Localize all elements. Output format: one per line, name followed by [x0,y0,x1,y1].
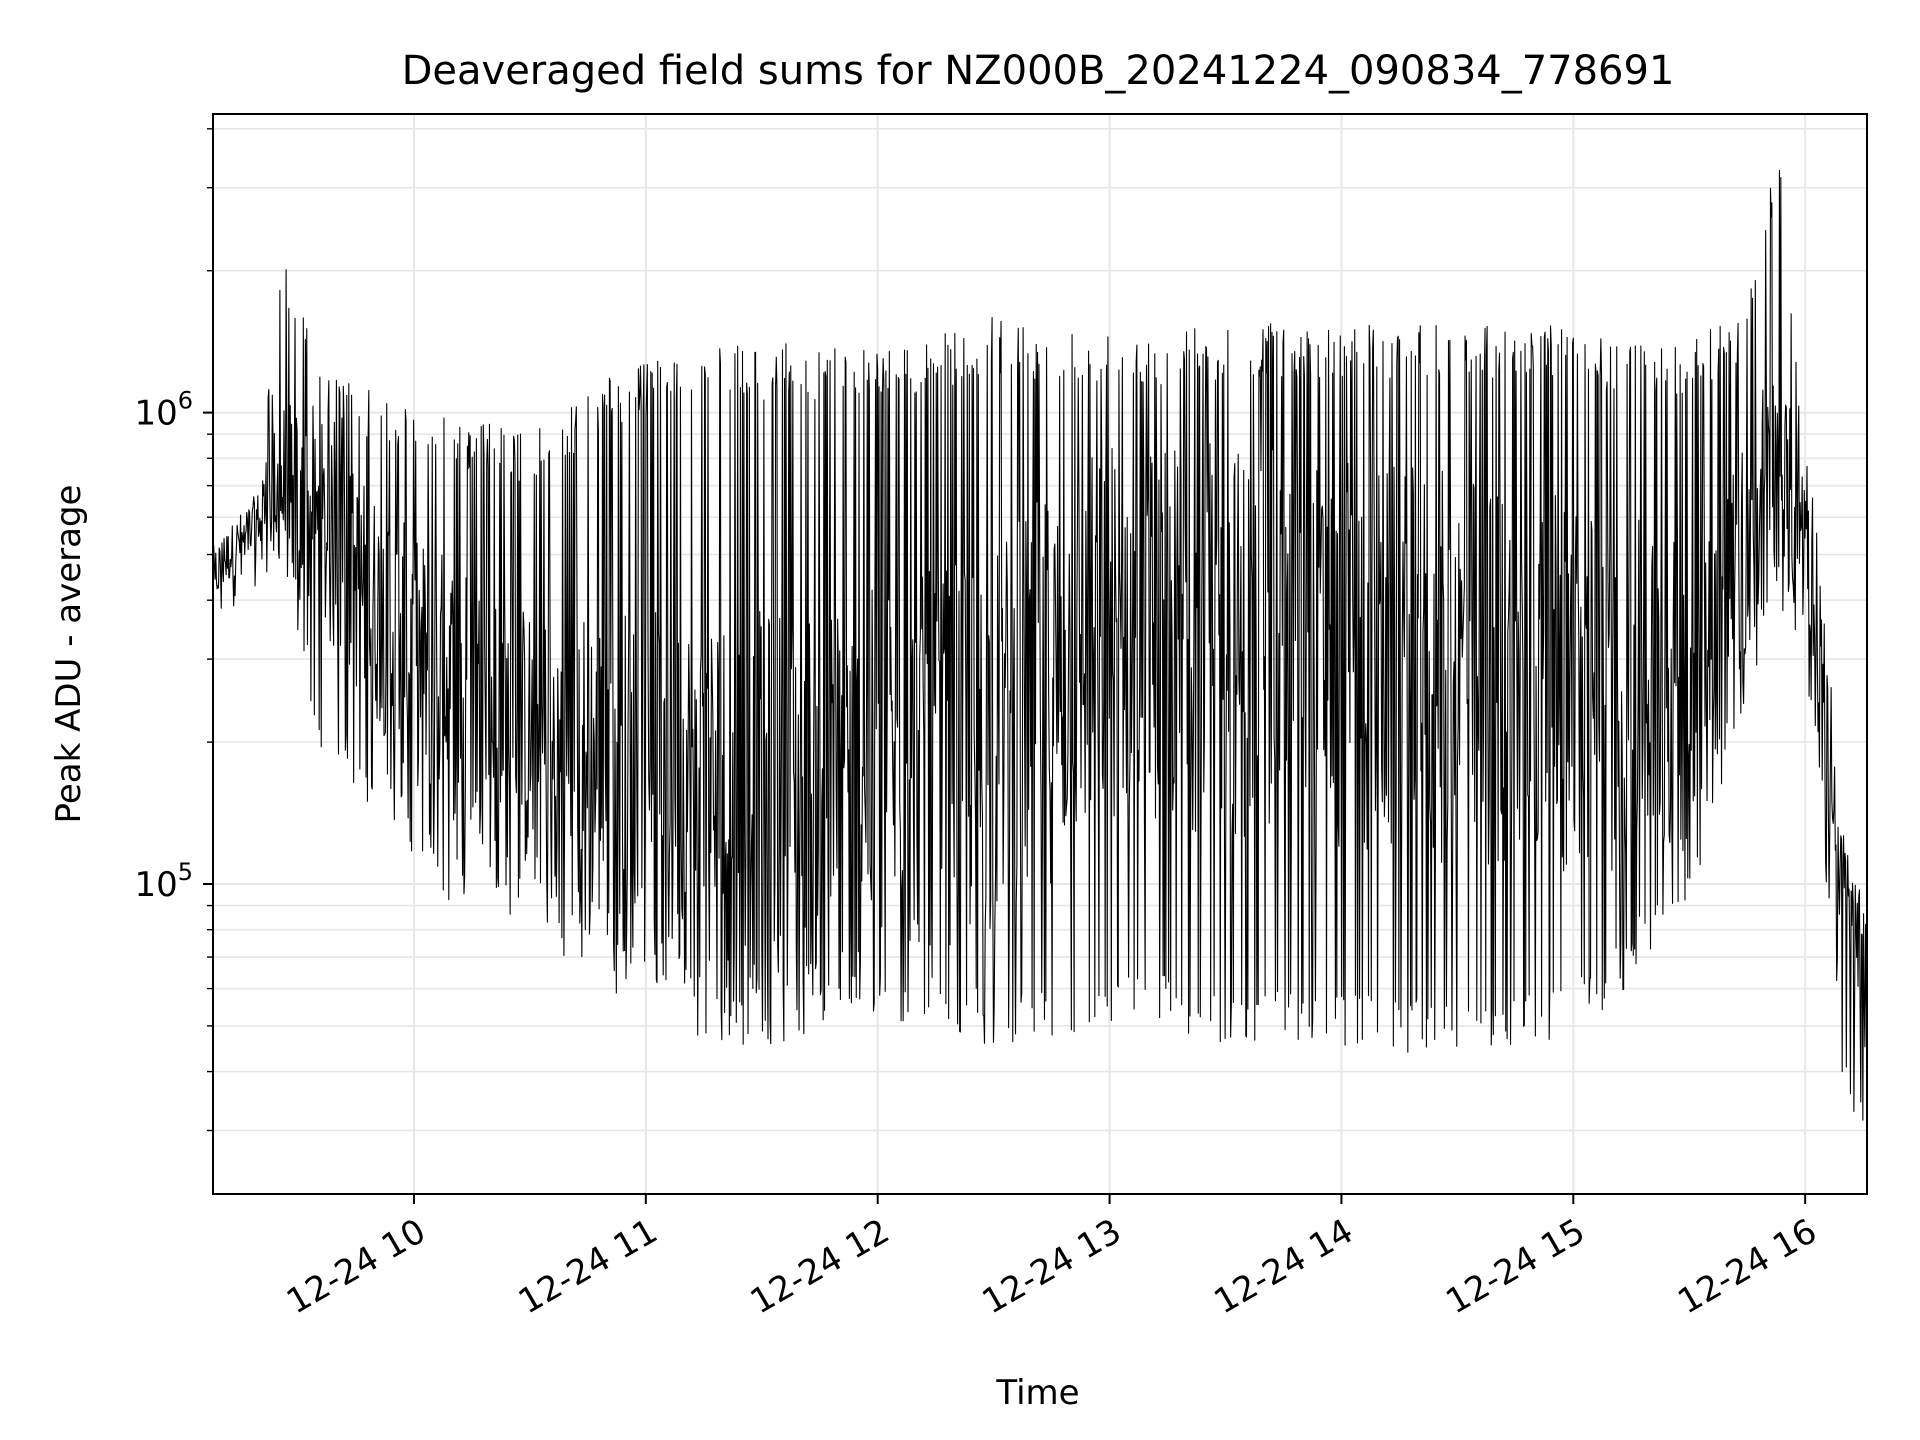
x-axis-label: Time [995,1373,1079,1413]
chart-figure: Deaveraged field sums for NZ000B_2024122… [0,0,1920,1440]
y-axis-label: Peak ADU - average [49,485,89,824]
figure-background [0,0,1920,1440]
chart-title: Deaveraged field sums for NZ000B_2024122… [402,48,1675,94]
